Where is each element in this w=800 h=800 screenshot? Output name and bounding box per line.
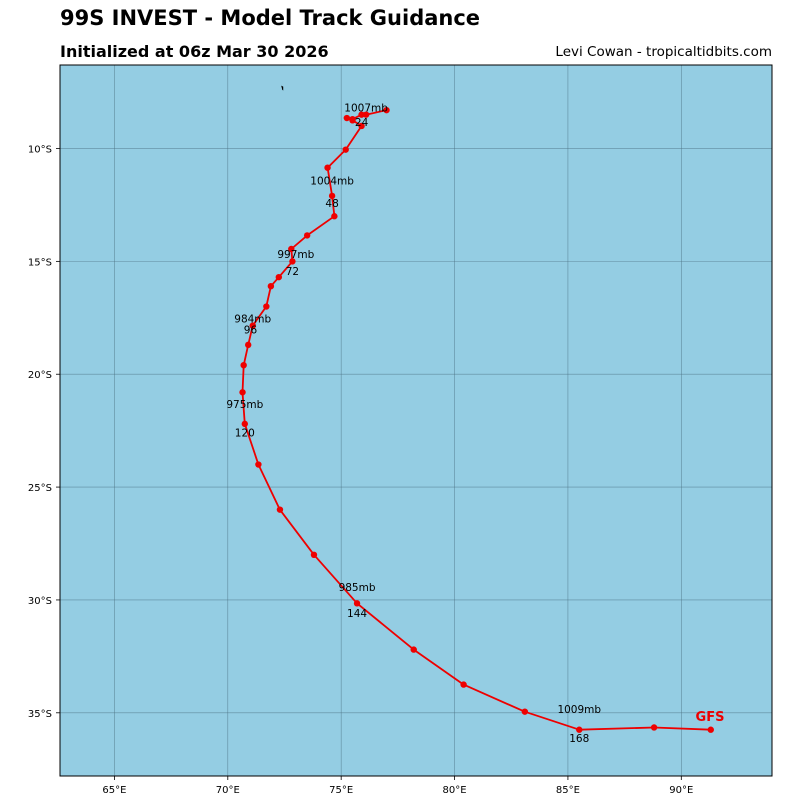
forecast-hour-label: 168 (569, 733, 589, 745)
y-tick-label: 30°S (28, 596, 52, 607)
x-tick-label: 80°E (443, 785, 467, 796)
pressure-label: 997mb (277, 249, 314, 261)
track-point (521, 708, 529, 715)
track-point (239, 389, 246, 396)
track-point (245, 341, 252, 349)
track-point (263, 303, 270, 310)
track-point (410, 646, 417, 653)
track-point (353, 600, 361, 607)
track-point (707, 726, 714, 733)
track-point (358, 122, 365, 130)
pressure-label: 1007mb (344, 102, 388, 114)
land-features (281, 85, 284, 91)
track-point (650, 724, 658, 731)
forecast-hour-label: 96 (244, 325, 258, 337)
credit-text: Levi Cowan - tropicaltidbits.com (555, 44, 772, 60)
track-point (349, 117, 356, 124)
track-point (267, 283, 275, 290)
track-point (343, 114, 351, 122)
forecast-hour-label: 144 (347, 608, 367, 620)
chart-title: 99S INVEST - Model Track Guidance (60, 6, 481, 30)
track-point (240, 362, 247, 369)
track-point (460, 681, 467, 688)
model-label: GFS (696, 710, 725, 725)
pressure-label: 975mb (226, 399, 263, 411)
track-point (276, 506, 284, 513)
x-tick-label: 85°E (556, 785, 580, 796)
pressure-label: 985mb (339, 582, 376, 594)
y-tick-label: 10°S (28, 145, 52, 156)
x-tick-label: 70°E (216, 785, 240, 796)
forecast-hour-label: 24 (355, 117, 369, 129)
pressure-label: 984mb (234, 313, 271, 325)
track-point (289, 258, 296, 265)
y-tick-label: 25°S (28, 483, 52, 494)
ocean-background (60, 65, 772, 776)
track-labels: 1007mb 1004mb 997mb 984mb 975mb 985mb 1009mb 24… (226, 102, 601, 745)
track-point (328, 192, 336, 200)
gridlines (60, 65, 772, 776)
track-point (275, 273, 283, 281)
track-point (324, 164, 331, 171)
y-tick-label: 35°S (28, 709, 52, 720)
track-point (383, 106, 390, 114)
track-point (303, 232, 311, 239)
init-time: Initialized at 06z Mar 30 2026 (60, 42, 329, 61)
x-tick-label: 75°E (329, 785, 353, 796)
track-point (249, 322, 256, 329)
track-point (331, 213, 338, 220)
forecast-hour-label: 72 (286, 266, 299, 278)
axis-ticks: 65°E 70°E 75°E 80°E 85°E 90°E 10°S 15°S 20°S 25°S… (28, 145, 693, 796)
pressure-label: 1004mb (310, 176, 354, 188)
track-point (358, 111, 365, 118)
gfs-track (239, 106, 714, 733)
y-tick-label: 20°S (28, 370, 52, 381)
map-frame (59, 64, 773, 777)
track-point (255, 461, 262, 468)
track-point (241, 420, 249, 428)
track-point (288, 245, 295, 253)
forecast-hour-label: 48 (325, 198, 338, 210)
x-tick-label: 65°E (102, 785, 126, 796)
track-point (362, 111, 370, 118)
track-point (310, 551, 318, 558)
island-land (281, 85, 284, 91)
track-point (342, 146, 349, 153)
pressure-label: 1009mb (557, 704, 601, 716)
forecast-hour-label: 120 (235, 427, 255, 439)
y-tick-label: 15°S (28, 257, 52, 268)
x-tick-label: 90°E (669, 785, 693, 796)
track-point (576, 726, 583, 733)
